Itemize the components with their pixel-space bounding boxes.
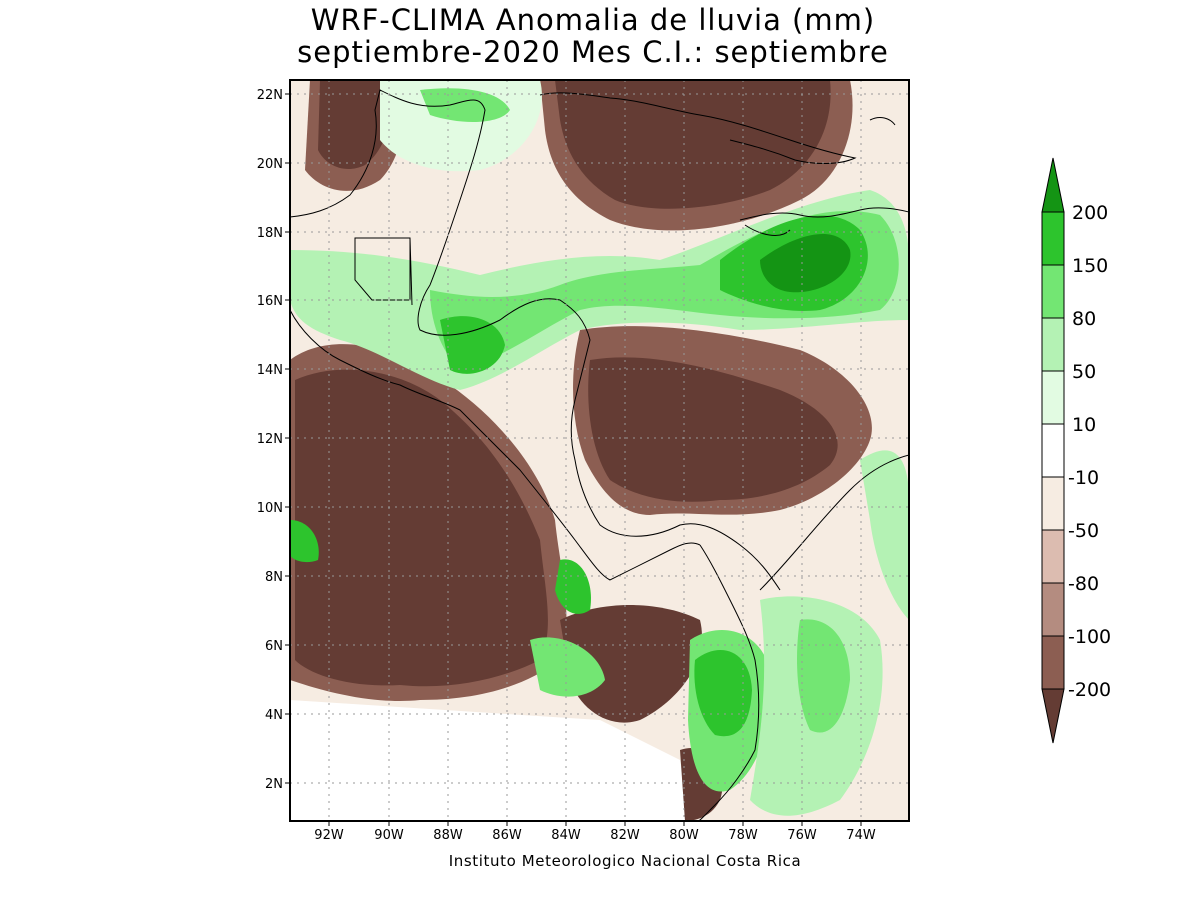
lon-label: 86W: [492, 828, 522, 843]
lat-ticks: [285, 93, 290, 784]
latitude-axis: 22N 20N 18N 16N 14N 12N 10N 8N 6N 4N 2N: [257, 88, 283, 792]
colorbar-label: -200: [1068, 679, 1111, 701]
lat-label: 12N: [257, 432, 283, 447]
colorbar-segment: [1041, 264, 1065, 319]
lon-label: 74W: [846, 828, 876, 843]
colorbar-segment: [1041, 582, 1065, 637]
institution-credit: Instituto Meteorologico Nacional Costa R…: [448, 852, 802, 870]
map-frame: [289, 79, 910, 822]
lon-label: 92W: [314, 828, 344, 843]
colorbar-label: -100: [1068, 626, 1111, 648]
colorbar-label: 80: [1072, 308, 1096, 330]
lon-label: 80W: [669, 828, 699, 843]
lat-label: 16N: [257, 294, 283, 309]
colorbar-segment: [1041, 317, 1065, 372]
lon-label: 84W: [551, 828, 581, 843]
colorbar-label: -10: [1068, 467, 1099, 489]
lat-label: 22N: [257, 88, 283, 103]
colorbar-segment: [1041, 211, 1065, 266]
lon-label: 82W: [610, 828, 640, 843]
map-title: WRF-CLIMA Anomalia de lluvia (mm): [310, 3, 876, 37]
colorbar-label: -80: [1068, 573, 1099, 595]
lon-label: 76W: [787, 828, 817, 843]
lon-label: 90W: [374, 828, 404, 843]
lat-label: 14N: [257, 363, 283, 378]
colorbar-segment: [1041, 529, 1065, 584]
colorbar-segment: [1041, 635, 1065, 690]
colorbar-top-arrow: [1041, 157, 1065, 213]
colorbar-label: 200: [1072, 202, 1108, 224]
map-field: [290, 80, 909, 821]
colorbar-segment: [1041, 476, 1065, 531]
lat-label: 2N: [265, 777, 283, 792]
coastlines: [290, 89, 909, 821]
colorbar-label: 10: [1072, 414, 1096, 436]
map-subtitle: septiembre-2020 Mes C.I.: septiembre: [297, 35, 889, 69]
lon-ticks: [328, 821, 862, 826]
colorbar-label: -50: [1068, 520, 1099, 542]
lon-label: 78W: [728, 828, 758, 843]
lat-label: 8N: [265, 570, 283, 585]
longitude-axis: 92W 90W 88W 86W 84W 82W 80W 78W 76W 74W: [314, 828, 876, 843]
colorbar-segment: [1041, 370, 1065, 425]
colorbar-label: 150: [1072, 255, 1108, 277]
lat-label: 20N: [257, 157, 283, 172]
colorbar-bottom-arrow: [1041, 688, 1065, 744]
lon-label: 88W: [433, 828, 463, 843]
colorbar-segment: [1041, 423, 1065, 478]
lat-label: 10N: [257, 501, 283, 516]
lat-label: 18N: [257, 226, 283, 241]
graticule: [290, 80, 909, 821]
lat-label: 6N: [265, 639, 283, 654]
colorbar-label: 50: [1072, 361, 1096, 383]
lat-label: 4N: [265, 708, 283, 723]
colorbar: 200 150 80 50 10 -10 -50 -80 -100 -200: [1041, 157, 1111, 744]
